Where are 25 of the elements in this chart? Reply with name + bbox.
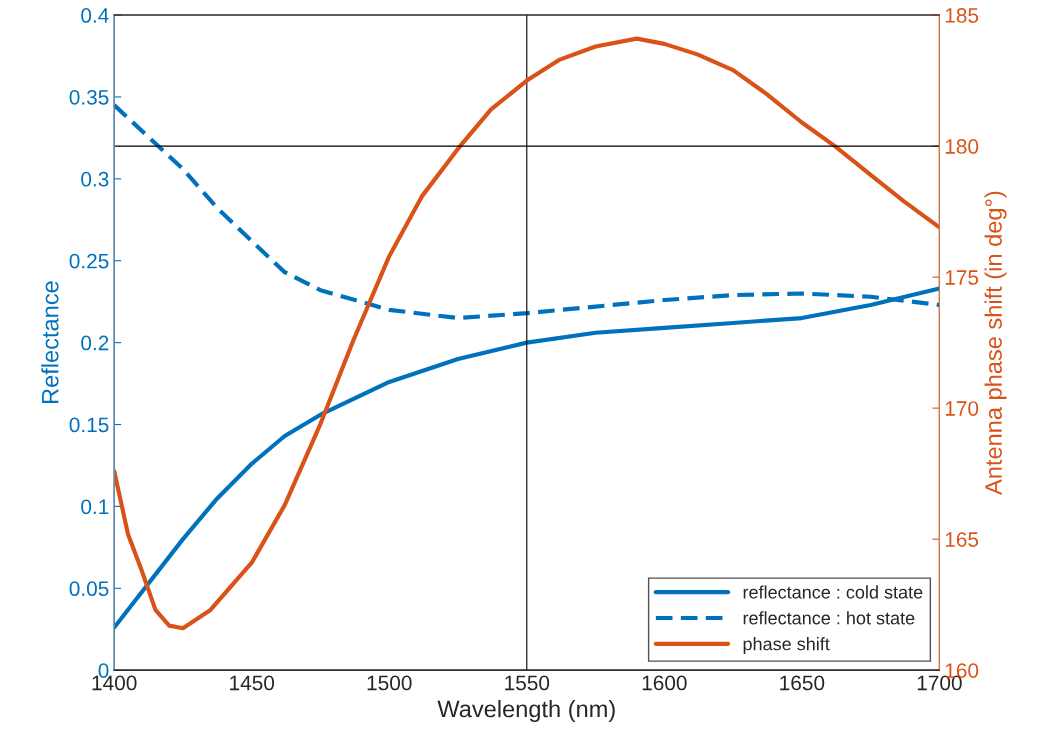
y2-axis-title: Antenna phase shift (in deg°) <box>984 191 1007 495</box>
x-axis-title: Wavelength (nm) <box>437 700 615 723</box>
x-tick-label: 1600 <box>642 675 687 691</box>
y-axis-title: Reflectance <box>41 281 59 404</box>
legend-label: reflectance : hot state <box>743 611 915 625</box>
y-tick-label: 0.25 <box>69 253 109 269</box>
y2-tick-label: 175 <box>945 270 979 285</box>
y-tick-label: 0.35 <box>69 89 109 105</box>
y-tick-label: 0.15 <box>69 417 109 433</box>
x-tick-label: 1650 <box>780 675 825 691</box>
y2-tick-label: 165 <box>945 532 979 547</box>
y2-tick-label: 185 <box>945 8 979 23</box>
y-tick-label: 0.1 <box>81 499 109 515</box>
x-tick-label: 1450 <box>230 675 275 691</box>
y2-tick-label: 170 <box>945 401 979 416</box>
x-tick-label: 1500 <box>367 675 412 691</box>
legend-label: reflectance : cold state <box>743 585 923 599</box>
y-tick-label: 0.4 <box>81 8 109 23</box>
y-tick-label: 0.05 <box>69 581 109 597</box>
y-tick-label: 0.3 <box>81 171 109 187</box>
legend-label: phase shift <box>743 637 830 654</box>
line-series <box>114 36 940 631</box>
y2-tick-label: 180 <box>945 139 979 154</box>
x-tick-label: 1550 <box>505 675 550 691</box>
y-tick-label: 0.2 <box>81 335 109 351</box>
